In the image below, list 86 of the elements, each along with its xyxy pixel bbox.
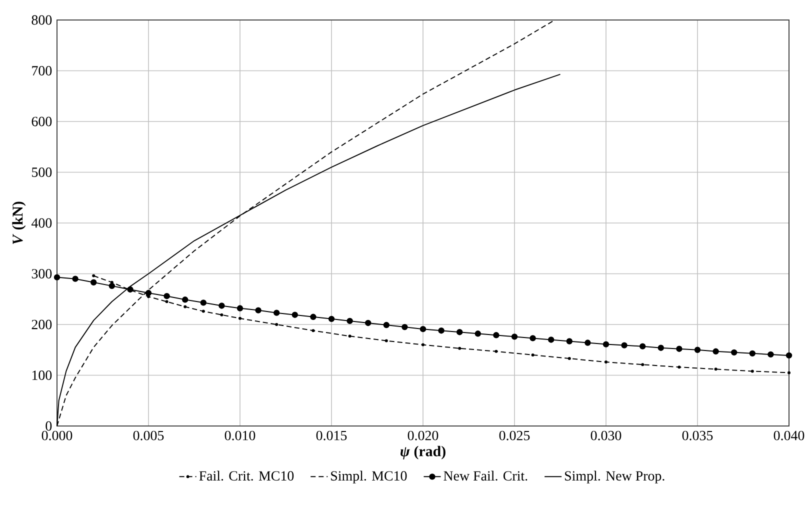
point	[786, 352, 792, 359]
x-tick-label: 0.000	[42, 430, 72, 440]
point	[72, 276, 78, 282]
point	[90, 279, 97, 286]
point	[768, 351, 774, 358]
point	[274, 310, 280, 316]
point	[493, 332, 500, 338]
point	[255, 307, 262, 314]
point	[312, 329, 315, 332]
point	[566, 338, 573, 344]
point	[640, 343, 646, 350]
point	[218, 302, 225, 309]
point	[458, 346, 462, 350]
y-tick-label: 100	[32, 370, 52, 380]
point	[108, 282, 115, 290]
point	[694, 346, 701, 353]
point	[568, 357, 571, 360]
point	[456, 329, 463, 336]
point	[676, 346, 682, 352]
point	[602, 341, 610, 348]
y-axis-title: V (kN)	[12, 202, 26, 244]
point	[200, 300, 206, 306]
point	[346, 318, 353, 324]
point	[749, 350, 756, 357]
point	[238, 316, 242, 320]
point	[438, 327, 444, 334]
point	[145, 290, 152, 296]
point	[658, 344, 664, 351]
point	[384, 339, 388, 342]
point	[422, 343, 425, 346]
point	[474, 330, 482, 337]
y-tick-label: 600	[32, 116, 52, 126]
legend-label: Simpl. New Prop.	[565, 470, 664, 484]
point	[494, 350, 498, 353]
point	[531, 353, 534, 356]
point	[750, 370, 754, 373]
point	[678, 366, 681, 369]
point	[164, 292, 170, 300]
y-tick-label: 0	[46, 421, 52, 431]
x-tick-label: 0.025	[499, 430, 530, 440]
x-tick-label: 0.040	[774, 430, 804, 440]
x-tick-label: 0.020	[408, 430, 438, 440]
point	[420, 326, 426, 332]
point	[530, 335, 536, 342]
point	[92, 274, 96, 278]
point	[712, 348, 719, 354]
x-axis-title: ψ (rad)	[400, 446, 446, 460]
point	[165, 300, 168, 304]
point	[292, 312, 298, 318]
point	[604, 360, 608, 364]
point	[182, 296, 188, 303]
point	[402, 324, 408, 330]
point	[511, 334, 518, 340]
y-tick-label: 400	[31, 218, 52, 228]
point	[202, 310, 205, 313]
point	[621, 342, 628, 348]
x-tick-label: 0.015	[316, 430, 347, 440]
legend-label: Fail. Crit. MC10	[199, 470, 294, 481]
point	[275, 323, 278, 326]
y-tick-label: 800	[32, 15, 52, 25]
point	[348, 334, 352, 338]
point	[310, 314, 316, 320]
point	[714, 368, 718, 371]
legend-label: New Fail. Crit.	[444, 470, 528, 481]
point	[548, 336, 554, 343]
point	[788, 371, 791, 374]
y-tick-label: 500	[32, 168, 52, 177]
point	[54, 274, 60, 280]
point	[127, 286, 134, 293]
x-tick-label: 0.010	[224, 430, 256, 440]
point	[584, 340, 591, 346]
y-tick-label: 300	[32, 269, 52, 278]
point	[383, 322, 390, 328]
legend-label: Simpl. MC10	[331, 470, 407, 484]
point	[236, 305, 244, 312]
x-tick-label: 0.035	[682, 430, 713, 440]
x-tick-label: 0.005	[133, 430, 164, 440]
point	[184, 305, 187, 308]
y-tick-label: 700	[32, 66, 52, 76]
point	[365, 320, 372, 326]
point	[641, 363, 644, 366]
point	[328, 316, 335, 322]
x-tick-label: 0.030	[590, 430, 622, 440]
point	[731, 349, 738, 356]
point	[220, 313, 224, 316]
y-tick-label: 200	[32, 320, 52, 330]
